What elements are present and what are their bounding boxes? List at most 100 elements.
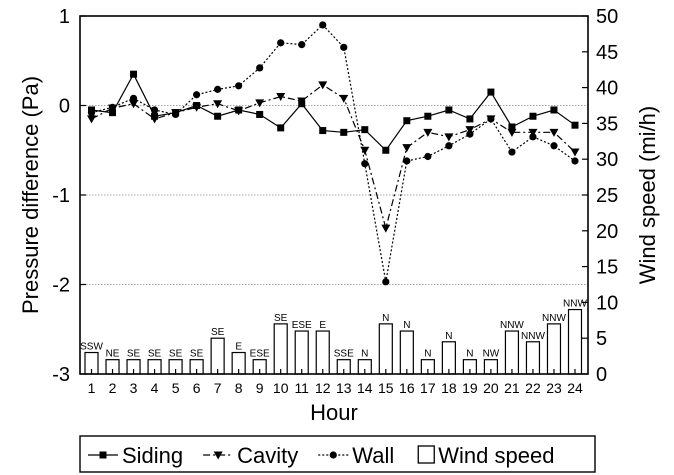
wind-speed-bar [399, 330, 414, 375]
cavity-point [150, 115, 160, 124]
legend-marker-wall [329, 451, 337, 459]
wind-direction-label: NNW [563, 299, 587, 310]
legend-label: Wall [352, 443, 394, 468]
wind-direction-label: N [361, 349, 368, 360]
wind-direction-label: SE [148, 349, 162, 360]
y-tick-label: -1 [52, 185, 70, 207]
legend-label: Cavity [237, 443, 298, 468]
wall-point [529, 133, 537, 141]
x-tick-label: 20 [483, 380, 499, 396]
cavity-point [549, 128, 559, 137]
x-tick-label: 6 [193, 380, 201, 396]
cavity-point [318, 81, 328, 90]
cavity-point [360, 146, 370, 155]
y2-tick-label: 25 [596, 185, 618, 207]
x-axis-label: Hour [310, 400, 358, 425]
x-tick-label: 11 [294, 380, 309, 396]
wind-direction-label: NNW [500, 320, 524, 331]
wind-speed-bar [273, 323, 288, 375]
wind-speed-bar [378, 323, 393, 375]
y2-tick-label: 5 [596, 328, 607, 350]
x-tick-label: 10 [273, 380, 289, 396]
legend-frame [79, 435, 596, 473]
wall-line [91, 24, 576, 282]
siding-point [529, 112, 537, 120]
wind-speed-bar [210, 337, 225, 375]
x-tick-label: 24 [567, 380, 583, 396]
wall-point [214, 85, 222, 93]
cavity-point [339, 94, 349, 103]
grid-lines [80, 105, 588, 285]
wind-speed-bar [315, 330, 330, 375]
wind-direction-label: ESE [250, 349, 270, 360]
wall-point [550, 142, 558, 150]
siding-point [466, 115, 474, 123]
wall-point [487, 115, 495, 123]
siding-point [130, 70, 138, 78]
wall-point [256, 64, 264, 72]
cavity-point [255, 99, 265, 108]
siding-point [214, 112, 222, 120]
siding-point [382, 146, 390, 154]
y-axis-label: Pressure difference (Pa) [18, 76, 43, 314]
siding-point [571, 121, 579, 129]
x-tick-label: 5 [172, 380, 180, 396]
y2-tick-label: 15 [596, 257, 618, 279]
legend-marker-siding [99, 451, 107, 459]
wind-direction-label: N [424, 349, 431, 360]
wind-speed-bar [504, 330, 520, 375]
siding-point [550, 106, 558, 114]
cavity-line [91, 84, 576, 231]
wind-direction-label: E [319, 320, 326, 331]
siding-point [424, 112, 432, 120]
wind-direction-label: N [382, 313, 389, 324]
y2-tick-label: 0 [596, 364, 607, 386]
y2-tick-label: 45 [596, 42, 618, 64]
siding-point [445, 106, 453, 114]
cavity-point [192, 103, 202, 112]
siding-point [319, 127, 327, 135]
y-tick-label: 0 [59, 96, 70, 118]
legend-label: Wind speed [438, 443, 554, 468]
wind-direction-label: E [235, 342, 242, 353]
x-tick-label: 21 [504, 380, 520, 396]
cavity-point [234, 107, 244, 116]
wind-direction-label: SSW [80, 342, 103, 353]
wall-point [382, 278, 390, 286]
x-tick-label: 15 [378, 380, 394, 396]
legend: Siding Cavity Wall Wind speed [79, 435, 596, 473]
x-tick-label: 22 [525, 380, 541, 396]
cavity-point [507, 128, 517, 137]
wall-point [508, 148, 516, 156]
wall-point [129, 94, 138, 102]
wind-direction-label: NE [106, 349, 120, 360]
x-tick-label: 17 [420, 380, 436, 396]
x-tick-label: 1 [88, 380, 96, 396]
legend-label: Siding [122, 443, 183, 468]
wind-direction-label: ESE [292, 320, 312, 331]
x-tick-label: 3 [130, 380, 138, 396]
siding-point [487, 88, 495, 96]
wall-point [171, 110, 180, 119]
wall-point [361, 160, 369, 168]
x-tick-label: 4 [151, 380, 159, 396]
x-tick-label: 19 [462, 380, 478, 396]
wall-point [108, 103, 117, 111]
wind-direction-label: SSE [334, 349, 354, 360]
y2-tick-label: 50 [596, 6, 618, 28]
y2-tick-label: 40 [596, 78, 618, 100]
wall-point [424, 152, 432, 161]
cavity-point [423, 128, 433, 137]
x-tick-label: 7 [214, 380, 222, 396]
cavity-point [570, 148, 580, 157]
y2-tick-label: 10 [596, 292, 618, 314]
siding-point [256, 110, 264, 118]
wind-direction-label: SE [169, 349, 183, 360]
x-tick-label: 13 [336, 380, 352, 396]
x-tick-label: 16 [399, 380, 415, 396]
x-tick-label: 2 [109, 380, 117, 396]
cavity-point [276, 93, 286, 102]
wind-speed-bar [546, 323, 562, 375]
wind-direction-label: SE [127, 349, 141, 360]
